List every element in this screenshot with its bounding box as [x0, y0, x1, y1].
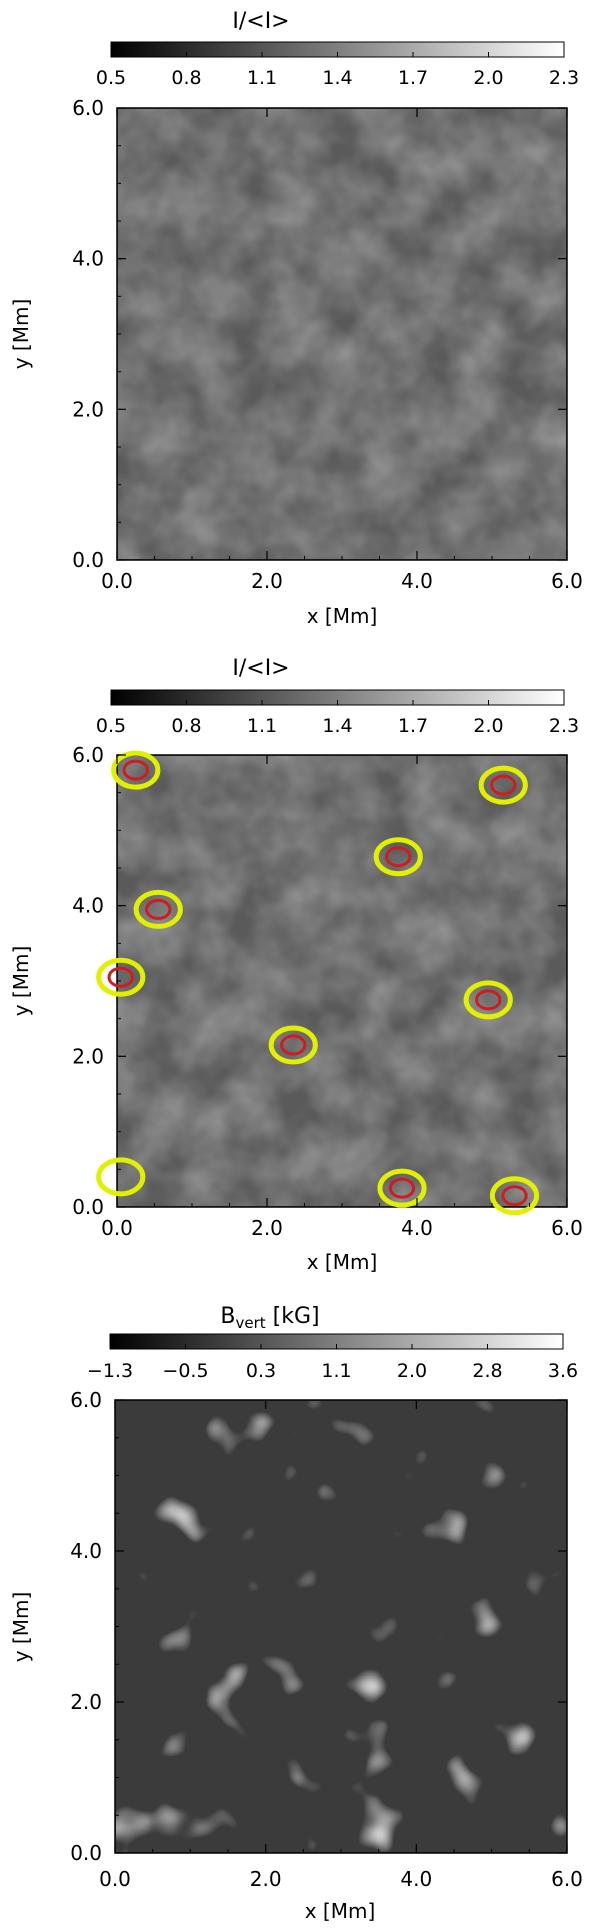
- panel-3: Bvert [kG] −1.3 −0.5 0.3 1.1 2.0 2.8 3.6 0.0 2.…: [9, 1304, 583, 1923]
- x-tick-label: 6.0: [551, 569, 583, 593]
- contours-2: [96, 750, 540, 1216]
- colorbar-tick-label: 2.3: [549, 67, 579, 89]
- y-tick-label: 0.0: [72, 548, 104, 572]
- contour-region: [385, 846, 412, 868]
- colorbar-tick-label: 2.0: [397, 1360, 427, 1382]
- contour-region: [145, 898, 172, 920]
- contour-region: [388, 1177, 416, 1199]
- contour-region: [489, 1176, 540, 1216]
- contour-region: [475, 989, 502, 1011]
- colorbar-title-3-sub: vert: [235, 1314, 265, 1332]
- colorbar-tick-label: 2.0: [473, 67, 503, 89]
- colorbar-tick-label: 1.4: [322, 67, 352, 89]
- contour-region: [463, 980, 513, 1020]
- colorbar-tick-label: 0.5: [96, 715, 126, 737]
- colorbar-ticks-2: 0.5 0.8 1.1 1.4 1.7 2.0 2.3: [96, 700, 579, 737]
- y-tick-label: 0.0: [72, 1195, 104, 1219]
- x-tick-label: 4.0: [400, 1867, 432, 1891]
- x-tick-label: 6.0: [551, 1216, 583, 1240]
- colorbar-ticks-3: −1.3 −0.5 0.3 1.1 2.0 2.8 3.6: [87, 1344, 578, 1382]
- xlabel-1: x [Mm]: [307, 604, 378, 628]
- colorbar-tick-label: 0.5: [96, 67, 126, 89]
- y-tick-label: 6.0: [72, 743, 104, 767]
- colorbar-tick-label: 2.0: [473, 715, 503, 737]
- x-tick-label: 2.0: [251, 569, 283, 593]
- x-tick-label: 6.0: [551, 1867, 583, 1891]
- y-tick-label: 2.0: [72, 1044, 104, 1068]
- x-tick-label: 0.0: [101, 1216, 133, 1240]
- y-tick-label: 6.0: [72, 96, 104, 120]
- colorbar-title-1: I/<I>: [232, 9, 289, 34]
- y-tick-label: 0.0: [70, 1841, 102, 1865]
- x-tick-label: 4.0: [401, 569, 433, 593]
- ylabel-2: y [Mm]: [9, 946, 33, 1017]
- y-tick-label: 4.0: [72, 894, 104, 918]
- x-tick-label: 4.0: [401, 1216, 433, 1240]
- colorbar-tick-label: 0.3: [246, 1360, 276, 1382]
- ylabel-1: y [Mm]: [9, 299, 33, 370]
- contour-region: [107, 966, 134, 988]
- heatmap-texture-3: [116, 1401, 566, 1852]
- axes-1: 0.0 2.0 4.0 6.0 0.0 2.0 4.0 6.0: [72, 96, 583, 593]
- panel-1: I/<I> 0.5 0.8 1.1 1.4 1.7 2.0 2.3 0.0 2.0 4.0 6.0…: [9, 9, 583, 628]
- xlabel-2: x [Mm]: [307, 1250, 378, 1274]
- colorbar-title-3: Bvert [kG]: [220, 1304, 319, 1332]
- ylabel-3: y [Mm]: [9, 1592, 33, 1663]
- axes-2: 0.0 2.0 4.0 6.0 0.0 2.0 4.0 6.0: [72, 743, 583, 1240]
- x-tick-label: 0.0: [101, 569, 133, 593]
- contour-region: [268, 1025, 318, 1065]
- y-tick-label: 4.0: [70, 1539, 102, 1563]
- heatmap-texture-1: [118, 109, 566, 559]
- colorbar-title-2: I/<I>: [232, 656, 289, 681]
- contour-region: [96, 1157, 146, 1197]
- y-tick-label: 2.0: [70, 1690, 102, 1714]
- colorbar-tick-label: −1.3: [87, 1360, 133, 1382]
- y-tick-label: 6.0: [70, 1388, 102, 1412]
- x-tick-label: 0.0: [99, 1867, 131, 1891]
- xlabel-3: x [Mm]: [305, 1899, 376, 1923]
- colorbar-tick-label: 1.1: [321, 1360, 351, 1382]
- colorbar-tick-label: 1.7: [398, 715, 428, 737]
- colorbar-tick-label: 2.3: [549, 715, 579, 737]
- colorbar-tick-label: 0.8: [171, 67, 201, 89]
- colorbar-tick-label: 0.8: [171, 715, 201, 737]
- colorbar-tick-label: 2.8: [472, 1360, 502, 1382]
- colorbar-tick-label: 1.7: [398, 67, 428, 89]
- contour-region: [373, 837, 423, 877]
- contour-region: [501, 1185, 528, 1207]
- y-tick-label: 4.0: [72, 247, 104, 271]
- colorbar-title-3-rest: [kG]: [266, 1304, 320, 1329]
- contour-region: [478, 765, 528, 805]
- colorbar-tick-label: 1.1: [247, 67, 277, 89]
- heatmap-texture-2: [118, 756, 566, 1206]
- colorbar-tick-label: 3.6: [548, 1360, 578, 1382]
- colorbar-title-3-main: B: [220, 1304, 235, 1329]
- x-tick-label: 2.0: [250, 1867, 282, 1891]
- contour-region: [111, 750, 161, 790]
- panel-2: I/<I> 0.5 0.8 1.1 1.4 1.7 2.0 2.3 0.0 2.0 4.0 6.0…: [9, 656, 583, 1274]
- contour-region: [122, 759, 149, 781]
- colorbar-tick-label: 1.1: [247, 715, 277, 737]
- contour-region: [96, 957, 146, 997]
- colorbar-ticks-1: 0.5 0.8 1.1 1.4 1.7 2.0 2.3: [96, 52, 579, 89]
- contour-region: [490, 774, 517, 796]
- contour-region: [280, 1034, 307, 1056]
- colorbar-tick-label: −0.5: [162, 1360, 208, 1382]
- contour-region: [133, 889, 183, 929]
- x-tick-label: 2.0: [251, 1216, 283, 1240]
- y-tick-label: 2.0: [72, 397, 104, 421]
- contour-region: [377, 1168, 427, 1208]
- colorbar-tick-label: 1.4: [322, 715, 352, 737]
- axes-3: 0.0 2.0 4.0 6.0 0.0 2.0 4.0 6.0: [70, 1388, 583, 1891]
